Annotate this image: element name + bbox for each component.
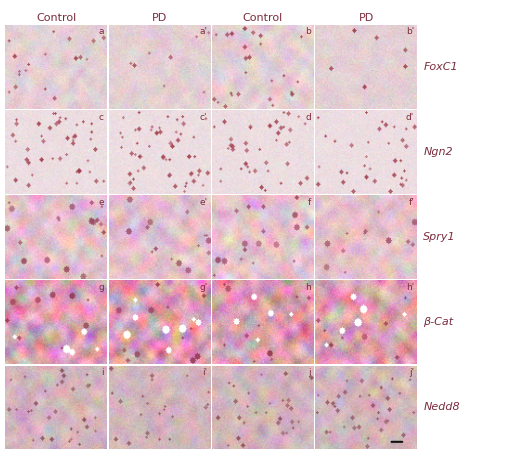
Text: c: c: [99, 113, 104, 121]
Text: a: a: [98, 28, 104, 36]
Text: i': i': [202, 368, 207, 377]
Text: PD: PD: [152, 13, 167, 23]
Text: Nedd8: Nedd8: [423, 402, 460, 413]
Text: Control: Control: [243, 13, 283, 23]
Text: a': a': [199, 28, 207, 36]
Text: β-Cat: β-Cat: [423, 317, 454, 328]
Text: c': c': [200, 113, 207, 121]
Text: b: b: [305, 28, 311, 36]
Text: f': f': [409, 198, 414, 207]
Text: g: g: [98, 283, 104, 292]
Text: FoxC1: FoxC1: [423, 62, 458, 72]
Text: b': b': [406, 28, 414, 36]
Text: PD: PD: [359, 13, 374, 23]
Text: Spry1: Spry1: [423, 232, 456, 242]
Text: i: i: [101, 368, 104, 377]
Text: Ngn2: Ngn2: [423, 147, 453, 157]
Text: d': d': [406, 113, 414, 121]
Text: h: h: [305, 283, 311, 292]
Text: j': j': [409, 368, 414, 377]
Text: Control: Control: [36, 13, 76, 23]
Text: j: j: [308, 368, 311, 377]
Text: e: e: [98, 198, 104, 207]
Text: e': e': [199, 198, 207, 207]
Text: d: d: [305, 113, 311, 121]
Text: f: f: [308, 198, 311, 207]
Text: h': h': [406, 283, 414, 292]
Text: g': g': [199, 283, 207, 292]
